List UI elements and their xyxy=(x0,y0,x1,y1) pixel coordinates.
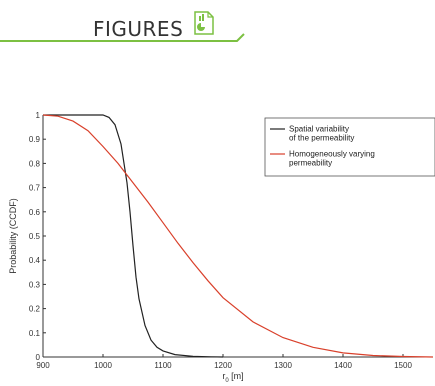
x-axis-ticks: 900 1000 1100 1200 1300 1400 1500 xyxy=(36,354,412,370)
y-tick-label: 0.3 xyxy=(29,280,41,289)
x-tick-label: 1300 xyxy=(274,361,292,370)
section-title: FIGURES xyxy=(93,17,184,41)
y-tick-label: 0.9 xyxy=(29,135,41,144)
section-header: FIGURES xyxy=(0,0,435,60)
x-tick-label: 900 xyxy=(36,361,50,370)
y-tick-label: 1 xyxy=(36,111,41,120)
header-underline xyxy=(0,33,245,42)
legend-label-2: Homogeneously varying permeability xyxy=(289,150,375,168)
chart-legend: Spatial variability of the permeability Ho… xyxy=(264,117,435,177)
x-tick-label: 1000 xyxy=(94,361,112,370)
x-tick-label: 1500 xyxy=(394,361,412,370)
x-tick-label: 1200 xyxy=(214,361,232,370)
series-layer xyxy=(42,114,434,358)
legend-label-1: Spatial variability of the permeability xyxy=(289,125,354,143)
y-axis-ticks: 0 0.1 0.2 0.3 0.4 0.5 0.6 0.7 0.8 0.9 1 xyxy=(29,111,46,362)
series-line-2 xyxy=(42,114,434,358)
y-tick-label: 0 xyxy=(36,353,41,362)
y-tick-label: 0.7 xyxy=(29,184,41,193)
x-tick-label: 1100 xyxy=(154,361,172,370)
legend-box xyxy=(264,117,435,177)
ccdf-line-chart: 0 0.1 0.2 0.3 0.4 0.5 0.6 0.7 0.8 0.9 1 900 1000 110… xyxy=(8,111,435,384)
y-axis-label: Probability (CCDF) xyxy=(8,198,18,274)
y-tick-label: 0.1 xyxy=(29,329,41,338)
x-axis-label: r0 [m] xyxy=(222,371,243,384)
x-tick-label: 1400 xyxy=(334,361,352,370)
header-decoration xyxy=(0,11,245,42)
y-tick-label: 0.6 xyxy=(29,208,41,217)
y-tick-label: 0.5 xyxy=(29,232,41,241)
y-tick-label: 0.4 xyxy=(29,256,41,265)
document-chart-icon xyxy=(194,11,214,35)
y-tick-label: 0.8 xyxy=(29,159,41,168)
y-tick-label: 0.2 xyxy=(29,305,41,314)
series-line-1 xyxy=(43,114,224,358)
